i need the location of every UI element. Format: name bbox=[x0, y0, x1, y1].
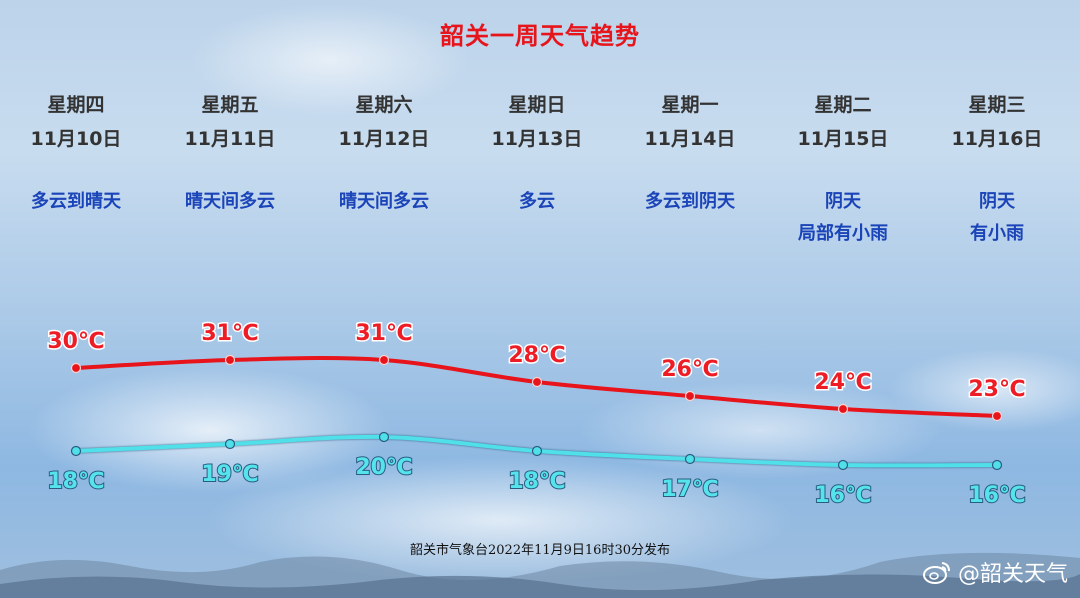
high-temp-label: 26℃ bbox=[661, 357, 718, 382]
high-temp-label: 23℃ bbox=[968, 377, 1025, 402]
low-temp-point bbox=[70, 445, 82, 457]
day-column: 星期一 11月14日 多云到阴天 bbox=[615, 88, 765, 218]
date-label: 11月12日 bbox=[338, 128, 430, 150]
high-temp-point bbox=[837, 403, 849, 415]
weather-line: 阴天 bbox=[825, 191, 861, 212]
day-column: 星期三 11月16日 阴天有小雨 bbox=[922, 88, 1072, 250]
low-temp-point bbox=[991, 459, 1003, 471]
day-column: 星期二 11月15日 阴天局部有小雨 bbox=[768, 88, 918, 250]
day-column: 星期日 11月13日 多云 bbox=[462, 88, 612, 218]
weekday-label: 星期三 bbox=[968, 94, 1026, 116]
chart-title: 韶关一周天气趋势 bbox=[440, 22, 640, 50]
weather-description: 晴天间多云 bbox=[155, 186, 305, 218]
weekday-label: 星期四 bbox=[47, 94, 105, 116]
low-temp-label: 16℃ bbox=[968, 483, 1025, 508]
weather-description: 晴天间多云 bbox=[309, 186, 459, 218]
day-column: 星期五 11月11日 晴天间多云 bbox=[155, 88, 305, 218]
high-temp-point bbox=[684, 390, 696, 402]
date-label: 11月14日 bbox=[644, 128, 736, 150]
weekday-label: 星期五 bbox=[201, 94, 259, 116]
publish-note: 韶关市气象台2022年11月9日16时30分发布 bbox=[410, 543, 670, 558]
weekday-label: 星期六 bbox=[355, 94, 413, 116]
low-temp-point bbox=[378, 431, 390, 443]
high-temp-label: 31℃ bbox=[355, 321, 412, 346]
mountain-silhouette bbox=[0, 552, 1080, 598]
weibo-icon bbox=[922, 562, 950, 584]
high-temp-point bbox=[70, 362, 82, 374]
weather-description: 多云 bbox=[462, 186, 612, 218]
low-temp-point bbox=[531, 445, 543, 457]
weather-description: 阴天 局部有小雨 bbox=[768, 186, 918, 250]
weather-line: 晴天间多云 bbox=[185, 191, 275, 212]
high-temp-label: 28℃ bbox=[508, 343, 565, 368]
weather-description: 多云到阴天 bbox=[615, 186, 765, 218]
high-temp-label: 24℃ bbox=[814, 370, 871, 395]
day-column: 星期四 11月10日 多云到晴天 bbox=[1, 88, 151, 218]
weather-line: 多云 bbox=[519, 191, 555, 212]
weibo-watermark: @韶关天气 bbox=[922, 555, 1068, 589]
weekday-label: 星期二 bbox=[814, 94, 872, 116]
weather-line: 多云到晴天 bbox=[31, 191, 121, 212]
low-temp-label: 19℃ bbox=[201, 462, 258, 487]
low-temp-point bbox=[837, 459, 849, 471]
low-temp-label: 16℃ bbox=[814, 483, 871, 508]
low-temp-point bbox=[224, 438, 236, 450]
low-temp-label: 18℃ bbox=[47, 469, 104, 494]
weather-line: 有小雨 bbox=[970, 223, 1024, 244]
weekday-label: 星期日 bbox=[508, 94, 566, 116]
day-column: 星期六 11月12日 晴天间多云 bbox=[309, 88, 459, 218]
weather-line: 阴天 bbox=[979, 191, 1015, 212]
weather-description: 多云到晴天 bbox=[1, 186, 151, 218]
low-temp-label: 18℃ bbox=[508, 469, 565, 494]
high-temp-label: 30℃ bbox=[47, 329, 104, 354]
high-temp-point bbox=[378, 354, 390, 366]
high-temp-point bbox=[991, 410, 1003, 422]
weather-description: 阴天 有小雨 bbox=[922, 186, 1072, 250]
date-label: 11月15日 bbox=[797, 128, 889, 150]
weather-line: 局部有小雨 bbox=[798, 223, 888, 244]
watermark-text: @韶关天气 bbox=[957, 562, 1068, 587]
high-temp-point bbox=[224, 354, 236, 366]
high-temp-label: 31℃ bbox=[201, 321, 258, 346]
low-temp-label: 17℃ bbox=[661, 477, 718, 502]
date-label: 11月10日 bbox=[30, 128, 122, 150]
weather-line: 晴天间多云 bbox=[339, 191, 429, 212]
high-temp-point bbox=[531, 376, 543, 388]
weather-line: 多云到阴天 bbox=[645, 191, 735, 212]
date-label: 11月11日 bbox=[184, 128, 276, 150]
date-label: 11月13日 bbox=[491, 128, 583, 150]
weekday-label: 星期一 bbox=[661, 94, 719, 116]
low-temp-point bbox=[684, 453, 696, 465]
low-temp-label: 20℃ bbox=[355, 455, 412, 480]
date-label: 11月16日 bbox=[951, 128, 1043, 150]
